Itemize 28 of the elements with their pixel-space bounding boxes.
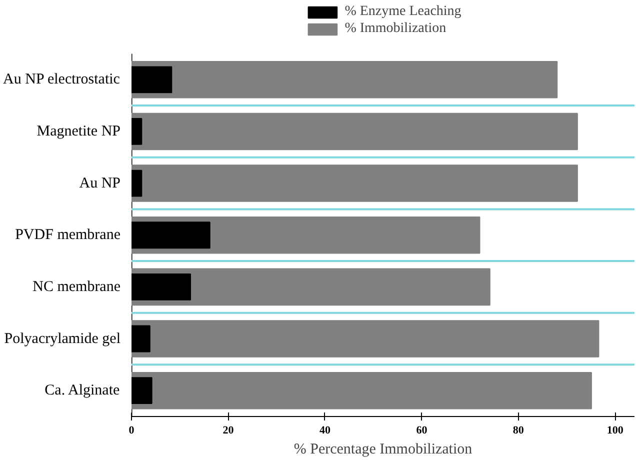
bar — [132, 377, 152, 404]
bar — [132, 118, 142, 145]
legend-label: % Immobilization — [344, 21, 446, 37]
x-tick-label: 60 — [416, 424, 428, 436]
y-tick-label: NC membrane — [32, 278, 121, 295]
bar — [132, 164, 578, 202]
legend-label: % Enzyme Leaching — [344, 4, 462, 20]
y-tick-label: PVDF membrane — [15, 227, 121, 244]
x-tick-label: 80 — [512, 424, 524, 436]
x-axis-title: % Percentage Immobilization — [294, 442, 473, 458]
bar — [132, 66, 172, 94]
y-tick-label: Au NP electrostatic — [3, 72, 120, 88]
bar — [132, 325, 150, 352]
y-tick-label: Magnetite NP — [36, 123, 121, 140]
y-tick-label: Polyacrylamide gel — [4, 330, 121, 347]
y-tick-label: Ca. Alginate — [44, 382, 120, 399]
bar — [132, 170, 142, 197]
x-tick-label: 20 — [222, 424, 234, 436]
bar — [132, 372, 592, 410]
bar — [132, 320, 600, 358]
bar — [132, 273, 192, 300]
x-tick-label: 100 — [606, 424, 624, 436]
bar — [132, 112, 578, 150]
x-tick-label: 0 — [128, 424, 135, 436]
y-tick-label: Au NP — [79, 175, 121, 192]
bar — [132, 222, 210, 249]
x-tick-label: 40 — [319, 424, 331, 436]
bar — [132, 61, 558, 98]
